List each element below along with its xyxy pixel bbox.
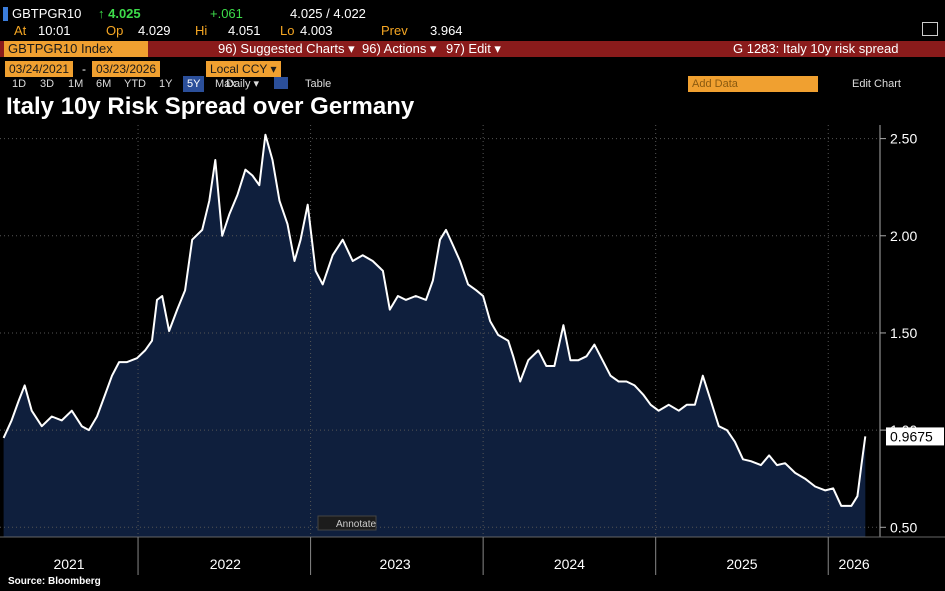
currency[interactable]: Local CCY ▾	[206, 61, 281, 77]
range-button[interactable]: 1D	[12, 78, 27, 90]
range-button[interactable]: 6M	[96, 78, 112, 90]
value: 3.964	[430, 23, 463, 38]
y-tick-label: 1.00	[890, 422, 917, 438]
label: Prev	[381, 23, 408, 38]
label: Hi	[195, 23, 208, 38]
security-field[interactable]: GBTPGR10 Index	[4, 41, 148, 57]
start-date[interactable]: 03/24/2021	[5, 61, 74, 77]
y-tick-label: 2.00	[890, 228, 917, 244]
value: 4.051	[228, 23, 261, 38]
edit-chart[interactable]: Edit Chart	[852, 78, 901, 90]
x-tick-label: 2021	[53, 556, 84, 572]
x-tick-label: 2022	[210, 556, 241, 572]
frequency[interactable]: Daily ▾	[226, 78, 260, 90]
range-button[interactable]: 1M	[68, 78, 84, 90]
end-date[interactable]: 03/23/2026	[92, 61, 161, 77]
range-button[interactable]: Max	[215, 78, 236, 90]
x-tick-label: 2026	[839, 556, 870, 572]
chart-type-icon[interactable]	[274, 77, 288, 89]
y-tick-label: 2.50	[890, 131, 917, 147]
table-button[interactable]: Table	[305, 78, 332, 90]
line	[2, 133, 867, 507]
y-tick-label: 1.50	[890, 325, 917, 341]
chart-name: G 1283: Italy 10y risk spread	[733, 41, 899, 56]
x-tick-label: 2025	[726, 556, 757, 572]
label: At	[14, 23, 27, 38]
y-tick-label: 0.50	[890, 519, 917, 535]
last-value-box	[886, 427, 944, 446]
menu[interactable]: 96) Actions ▾	[362, 41, 437, 56]
toolbar	[0, 41, 945, 57]
last-value-label: 0.9675	[890, 428, 933, 444]
range-button[interactable]: 1Y	[159, 78, 173, 90]
last-price: ↑ 4.025	[98, 6, 141, 21]
value: 4.029	[138, 23, 171, 38]
ticker-marker	[3, 7, 8, 21]
change: +.061	[210, 6, 243, 21]
ticker: GBTPGR10	[12, 6, 82, 21]
annotate-button	[317, 515, 377, 531]
value: 4.003	[300, 23, 333, 38]
date-sep: -	[82, 62, 86, 76]
range-button[interactable]: 3D	[40, 78, 55, 90]
bid-ask: 4.025 / 4.022	[290, 6, 366, 21]
menu[interactable]: 96) Suggested Charts ▾	[218, 41, 355, 56]
x-tick-label: 2024	[554, 556, 585, 572]
label: Op	[106, 23, 124, 38]
label: Lo	[280, 23, 295, 38]
area	[3, 134, 866, 537]
value: 10:01	[38, 23, 71, 38]
range-button[interactable]: 5Y	[183, 76, 205, 92]
x-tick-label: 2023	[380, 556, 411, 572]
source: Source: Bloomberg	[8, 576, 101, 587]
chart-title: Italy 10y Risk Spread over Germany	[6, 93, 415, 120]
range-button[interactable]: YTD	[124, 78, 146, 90]
add-data[interactable]: Add Data	[688, 76, 818, 92]
popout-icon[interactable]	[922, 22, 938, 36]
annotate-label: Annotate	[336, 519, 376, 530]
menu[interactable]: 97) Edit ▾	[446, 41, 501, 56]
